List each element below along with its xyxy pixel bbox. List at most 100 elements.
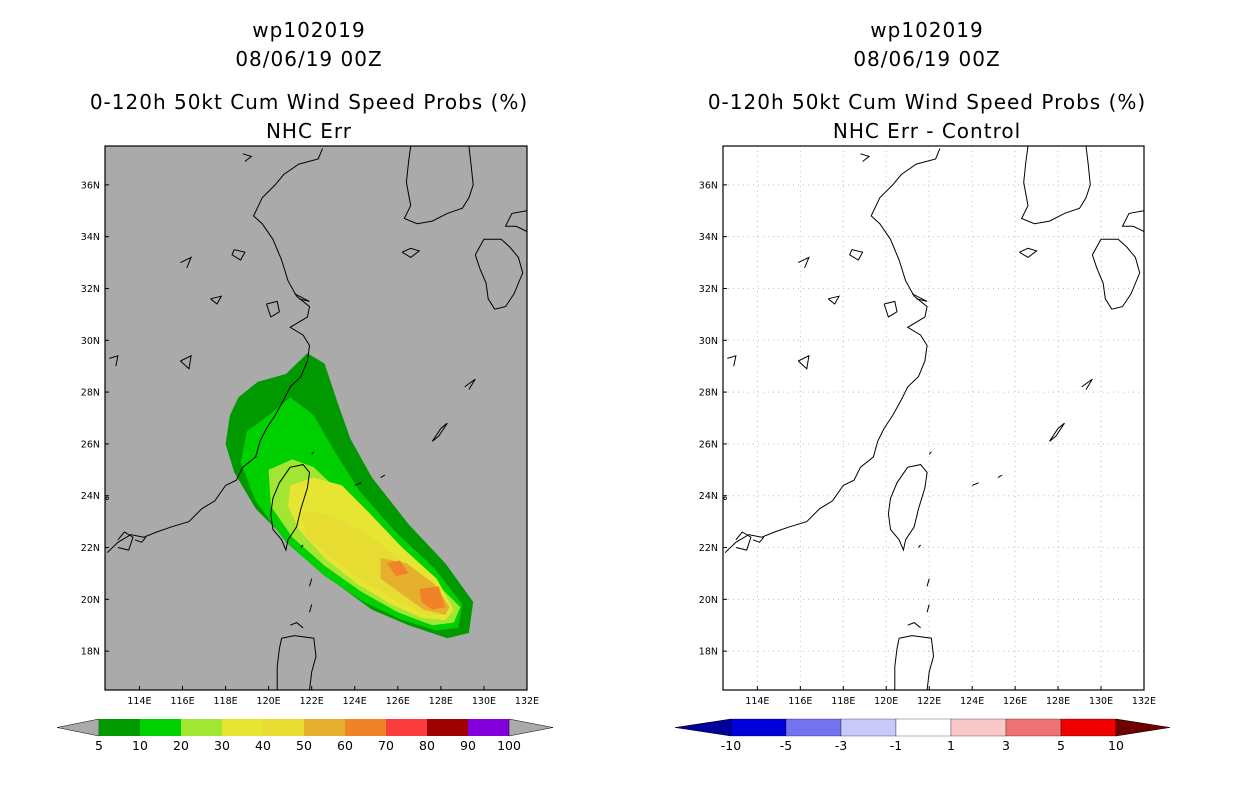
colorbar-swatch-1 xyxy=(140,719,181,736)
right-title-product: 0-120h 50kt Cum Wind Speed Probs (%) xyxy=(708,90,1146,114)
colorbar-label--5: -5 xyxy=(780,738,792,753)
colorbar-label-90: 90 xyxy=(460,738,476,753)
colorbar-swatch-8 xyxy=(427,719,468,736)
colorbar-swatch-5 xyxy=(1005,718,1062,737)
lat-label-20N: 20N xyxy=(81,595,100,606)
colorbar-label-5: 5 xyxy=(95,738,103,753)
lon-label-116E: 116E xyxy=(170,696,194,707)
colorbar-swatch-7 xyxy=(386,719,427,736)
lat-label-22N: 22N xyxy=(699,543,718,554)
left-title-storm-id: wp102019 xyxy=(252,18,365,42)
right-axis-ticks: 114E 116E 118E 120E 122E 124E 126E 128E 130E 132E… xyxy=(699,180,1156,707)
coastline-ishigaki xyxy=(380,474,386,479)
colorbar-swatch-1 xyxy=(785,718,842,737)
left-coastlines xyxy=(105,145,528,691)
right-title-storm-id: wp102019 xyxy=(870,18,983,42)
colorbar-label-100: 100 xyxy=(497,738,521,753)
coastline-okinawa xyxy=(1049,422,1065,442)
lat-label-34N: 34N xyxy=(81,232,100,243)
coastline-lakes xyxy=(180,256,193,268)
colorbar-swatch-4 xyxy=(263,719,304,736)
colorbar-label-5: 5 xyxy=(1057,738,1065,753)
coastline-amami xyxy=(464,378,476,390)
coastline-kyushu xyxy=(474,238,524,310)
colorbar-low-end xyxy=(674,718,732,737)
right-colorbar: -10 -5 -3 -1 1 3 5 10 xyxy=(674,718,1171,753)
coastline-taihu xyxy=(883,300,898,318)
coastline-miyako xyxy=(972,482,979,486)
coastline-shikoku xyxy=(1121,210,1145,232)
right-grid-lines xyxy=(723,146,1144,690)
colorbar-high-end xyxy=(508,718,554,737)
colorbar-label--3: -3 xyxy=(835,738,847,753)
lon-label-126E: 126E xyxy=(1003,696,1027,707)
coastline-chaohu xyxy=(827,295,840,305)
lat-label-30N: 30N xyxy=(81,336,100,347)
colorbar-swatch-6 xyxy=(1060,718,1117,737)
colorbar-high-end xyxy=(1115,718,1171,737)
colorbar-low-end xyxy=(56,718,100,737)
lon-label-126E: 126E xyxy=(386,696,410,707)
left-map-frame xyxy=(104,145,528,691)
coastline-batanes2 xyxy=(926,604,930,613)
coastline-ishigaki xyxy=(997,474,1003,479)
lon-label-122E: 122E xyxy=(300,696,324,707)
coastline-taiwan xyxy=(887,464,928,552)
coastline-dongting xyxy=(109,355,119,367)
colorbar-label--1: -1 xyxy=(890,738,902,753)
coastline-hk xyxy=(134,536,147,543)
coastline-weihai xyxy=(242,153,253,162)
lon-label-128E: 128E xyxy=(429,696,453,707)
colorbar-swatch-5 xyxy=(304,719,345,736)
coastline-taihu xyxy=(266,300,280,318)
coastline-hongze xyxy=(849,249,864,261)
colorbar-label-1: 1 xyxy=(947,738,955,753)
lon-label-118E: 118E xyxy=(214,696,238,707)
coastline-shikoku xyxy=(504,210,528,232)
left-axis-ticks: 114E 116E 118E 120E 122E 124E 126E 128E 130E 132E… xyxy=(81,180,539,707)
coastline-chaohu xyxy=(210,295,223,305)
coastline-hk xyxy=(752,536,765,543)
lat-label-30N: 30N xyxy=(699,336,718,347)
right-map-background xyxy=(723,146,1144,690)
colorbar-swatch-6 xyxy=(345,719,386,736)
colorbar-swatch-2 xyxy=(840,718,897,737)
left-title-subtitle: NHC Err xyxy=(266,119,352,143)
lon-label-124E: 124E xyxy=(960,696,984,707)
coastline-kyushu xyxy=(1091,238,1141,310)
colorbar-label-10: 10 xyxy=(132,738,148,753)
right-map-frame xyxy=(722,145,1145,691)
colorbar-swatch-4 xyxy=(950,718,1007,737)
lat-label-28N: 28N xyxy=(81,388,100,399)
lon-label-130E: 130E xyxy=(472,696,496,707)
left-panel: wp102019 08/06/19 00Z 0-120h 50kt Cum Wi… xyxy=(56,18,554,753)
colorbar-label-70: 70 xyxy=(378,738,394,753)
coastline-jeju xyxy=(1019,247,1038,259)
coastline-pengjia xyxy=(311,451,315,455)
colorbar-swatch-0 xyxy=(730,718,787,737)
coastline-lanyu xyxy=(300,544,304,548)
coastline-hongze xyxy=(231,249,246,261)
colorbar-swatch-3 xyxy=(222,719,263,736)
colorbar-label-80: 80 xyxy=(419,738,435,753)
right-coastlines xyxy=(723,145,1145,691)
contour-60-7 xyxy=(419,586,446,610)
colorbar-label-40: 40 xyxy=(255,738,271,753)
coastline-chinaMain xyxy=(724,148,941,554)
colorbar-swatch-0 xyxy=(99,719,140,736)
coastline-lanyu xyxy=(918,544,921,548)
colorbar-swatch-9 xyxy=(468,719,509,736)
colorbar-label-30: 30 xyxy=(214,738,230,753)
coastline-babuyan xyxy=(907,622,921,629)
lat-label-24N: 24N xyxy=(81,491,100,502)
coastline-pearl xyxy=(735,531,752,551)
probability-contours xyxy=(225,353,474,639)
lat-label-32N: 32N xyxy=(699,284,718,295)
right-panel: wp102019 08/06/19 00Z 0-120h 50kt Cum Wi… xyxy=(674,18,1171,753)
colorbar-label-20: 20 xyxy=(173,738,189,753)
right-title-date: 08/06/19 00Z xyxy=(853,47,1000,71)
lat-label-24N: 24N xyxy=(699,491,718,502)
lat-label-36N: 36N xyxy=(81,180,100,191)
colorbar-swatch-3 xyxy=(895,718,952,737)
colorbar-label-50: 50 xyxy=(296,738,312,753)
